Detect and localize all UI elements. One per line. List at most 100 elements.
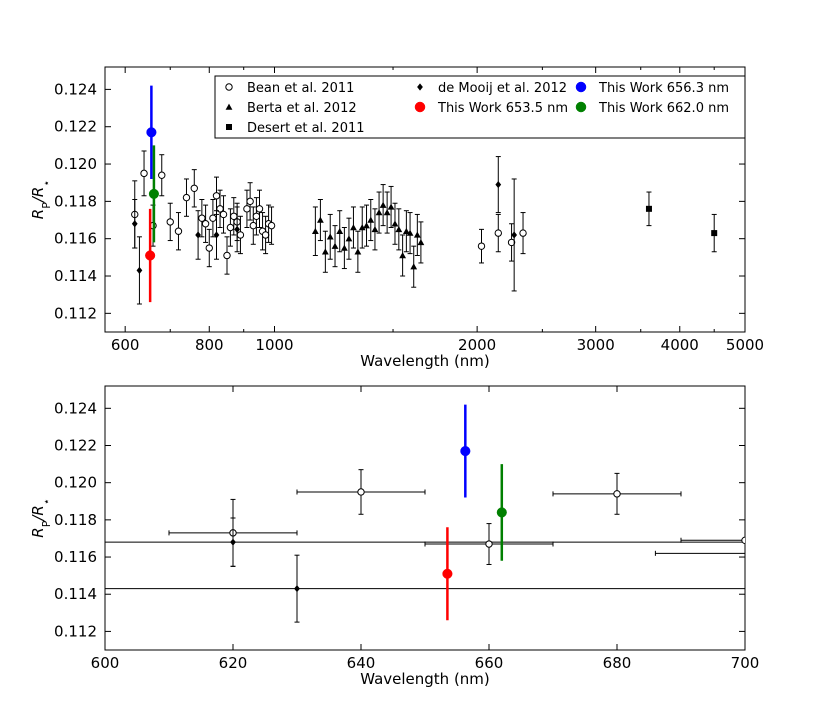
marker — [236, 231, 245, 239]
marker — [158, 171, 166, 179]
marker — [357, 488, 365, 496]
marker — [417, 239, 425, 246]
data-point — [413, 213, 421, 256]
y-tick-label: 0.116 — [54, 230, 97, 248]
data-point — [395, 208, 403, 251]
plot-area — [131, 85, 718, 305]
data-point — [645, 191, 652, 227]
marker — [146, 127, 157, 138]
data-point — [131, 199, 138, 249]
data-point — [174, 212, 183, 251]
y-tick-label: 0.122 — [54, 118, 97, 136]
marker — [363, 222, 370, 229]
marker — [190, 184, 198, 193]
marker — [350, 224, 357, 231]
data-point — [201, 204, 210, 243]
y-tick-label: 0.124 — [54, 399, 97, 417]
marker — [267, 221, 276, 230]
data-point — [317, 199, 324, 242]
y-tick-label: 0.114 — [54, 267, 97, 285]
data-point — [399, 234, 407, 277]
y-tick-label: 0.124 — [54, 80, 97, 98]
marker — [367, 216, 375, 223]
x-tick-label: 640 — [347, 654, 376, 672]
marker — [136, 266, 143, 275]
marker — [375, 209, 383, 216]
y-tick-label: 0.122 — [54, 436, 97, 454]
data-point — [243, 189, 251, 228]
data-point — [145, 208, 156, 303]
marker — [379, 201, 387, 208]
marker — [321, 248, 329, 255]
marker — [145, 250, 156, 261]
marker — [198, 214, 206, 222]
marker — [383, 209, 391, 216]
legend-marker — [226, 124, 232, 130]
y-axis-label-part: R — [29, 505, 47, 515]
y-axis-label: RP/R⋆ — [29, 180, 53, 219]
data-point — [219, 195, 228, 234]
y-axis-label-part: R — [29, 527, 47, 537]
marker — [331, 242, 339, 249]
marker — [511, 231, 518, 239]
top-panel: 0.112 0.114 0.116 0.118 0.120 0.122 0.124 600 80… — [29, 66, 764, 370]
bottom-panel: 0.112 0.114 0.116 0.118 0.120 0.122 0.124 600 62… — [29, 385, 759, 688]
y-axis-label-part: R — [29, 187, 47, 197]
marker — [243, 205, 251, 213]
legend-marker — [575, 101, 587, 113]
legend-label: This Work 653.5 nm — [437, 101, 568, 116]
y-tick-label: 0.114 — [54, 585, 97, 603]
data-point — [258, 212, 267, 251]
legend-label: This Work 662.0 nm — [598, 101, 729, 116]
data-point — [495, 156, 502, 214]
y-axis-label-part: P — [40, 202, 53, 209]
x-axis-label: Wavelength (nm) — [360, 352, 490, 370]
marker — [226, 223, 235, 232]
data-point — [146, 85, 157, 179]
marker — [336, 227, 344, 234]
marker — [249, 221, 257, 230]
data-point — [136, 236, 143, 305]
data-point — [680, 536, 745, 545]
marker — [195, 231, 201, 239]
legend-entry: Desert et al. 2011 — [226, 121, 365, 136]
marker — [477, 242, 486, 250]
marker — [645, 205, 652, 212]
marker — [317, 216, 324, 223]
marker — [201, 220, 210, 228]
x-tick-label: 2000 — [458, 336, 496, 354]
marker — [345, 235, 353, 242]
marker — [354, 248, 362, 255]
marker — [391, 220, 399, 227]
data-point — [158, 154, 166, 197]
marker — [230, 538, 236, 546]
marker — [261, 231, 270, 239]
marker — [413, 231, 421, 238]
x-tick-label: 4000 — [661, 336, 699, 354]
data-point — [379, 184, 387, 227]
data-point — [442, 527, 453, 621]
y-tick-label: 0.112 — [54, 622, 97, 640]
legend-label: de Mooij et al. 2012 — [438, 81, 567, 96]
marker — [371, 225, 379, 233]
legend-label: This Work 656.3 nm — [598, 81, 729, 96]
data-point — [326, 213, 334, 260]
marker — [182, 193, 191, 202]
data-point — [230, 197, 238, 236]
marker — [234, 225, 241, 233]
marker — [507, 238, 516, 247]
marker — [205, 244, 213, 252]
legend-marker — [575, 81, 587, 93]
data-point — [402, 210, 410, 253]
data-point — [350, 206, 357, 249]
y-axis-label-part: P — [40, 520, 53, 527]
data-point — [213, 210, 220, 260]
marker — [406, 229, 414, 236]
data-point — [519, 212, 527, 255]
data-point — [383, 191, 391, 234]
data-point — [223, 236, 231, 275]
data-point — [166, 202, 174, 242]
x-tick-label: 660 — [475, 654, 504, 672]
x-tick-label: 3000 — [577, 336, 615, 354]
